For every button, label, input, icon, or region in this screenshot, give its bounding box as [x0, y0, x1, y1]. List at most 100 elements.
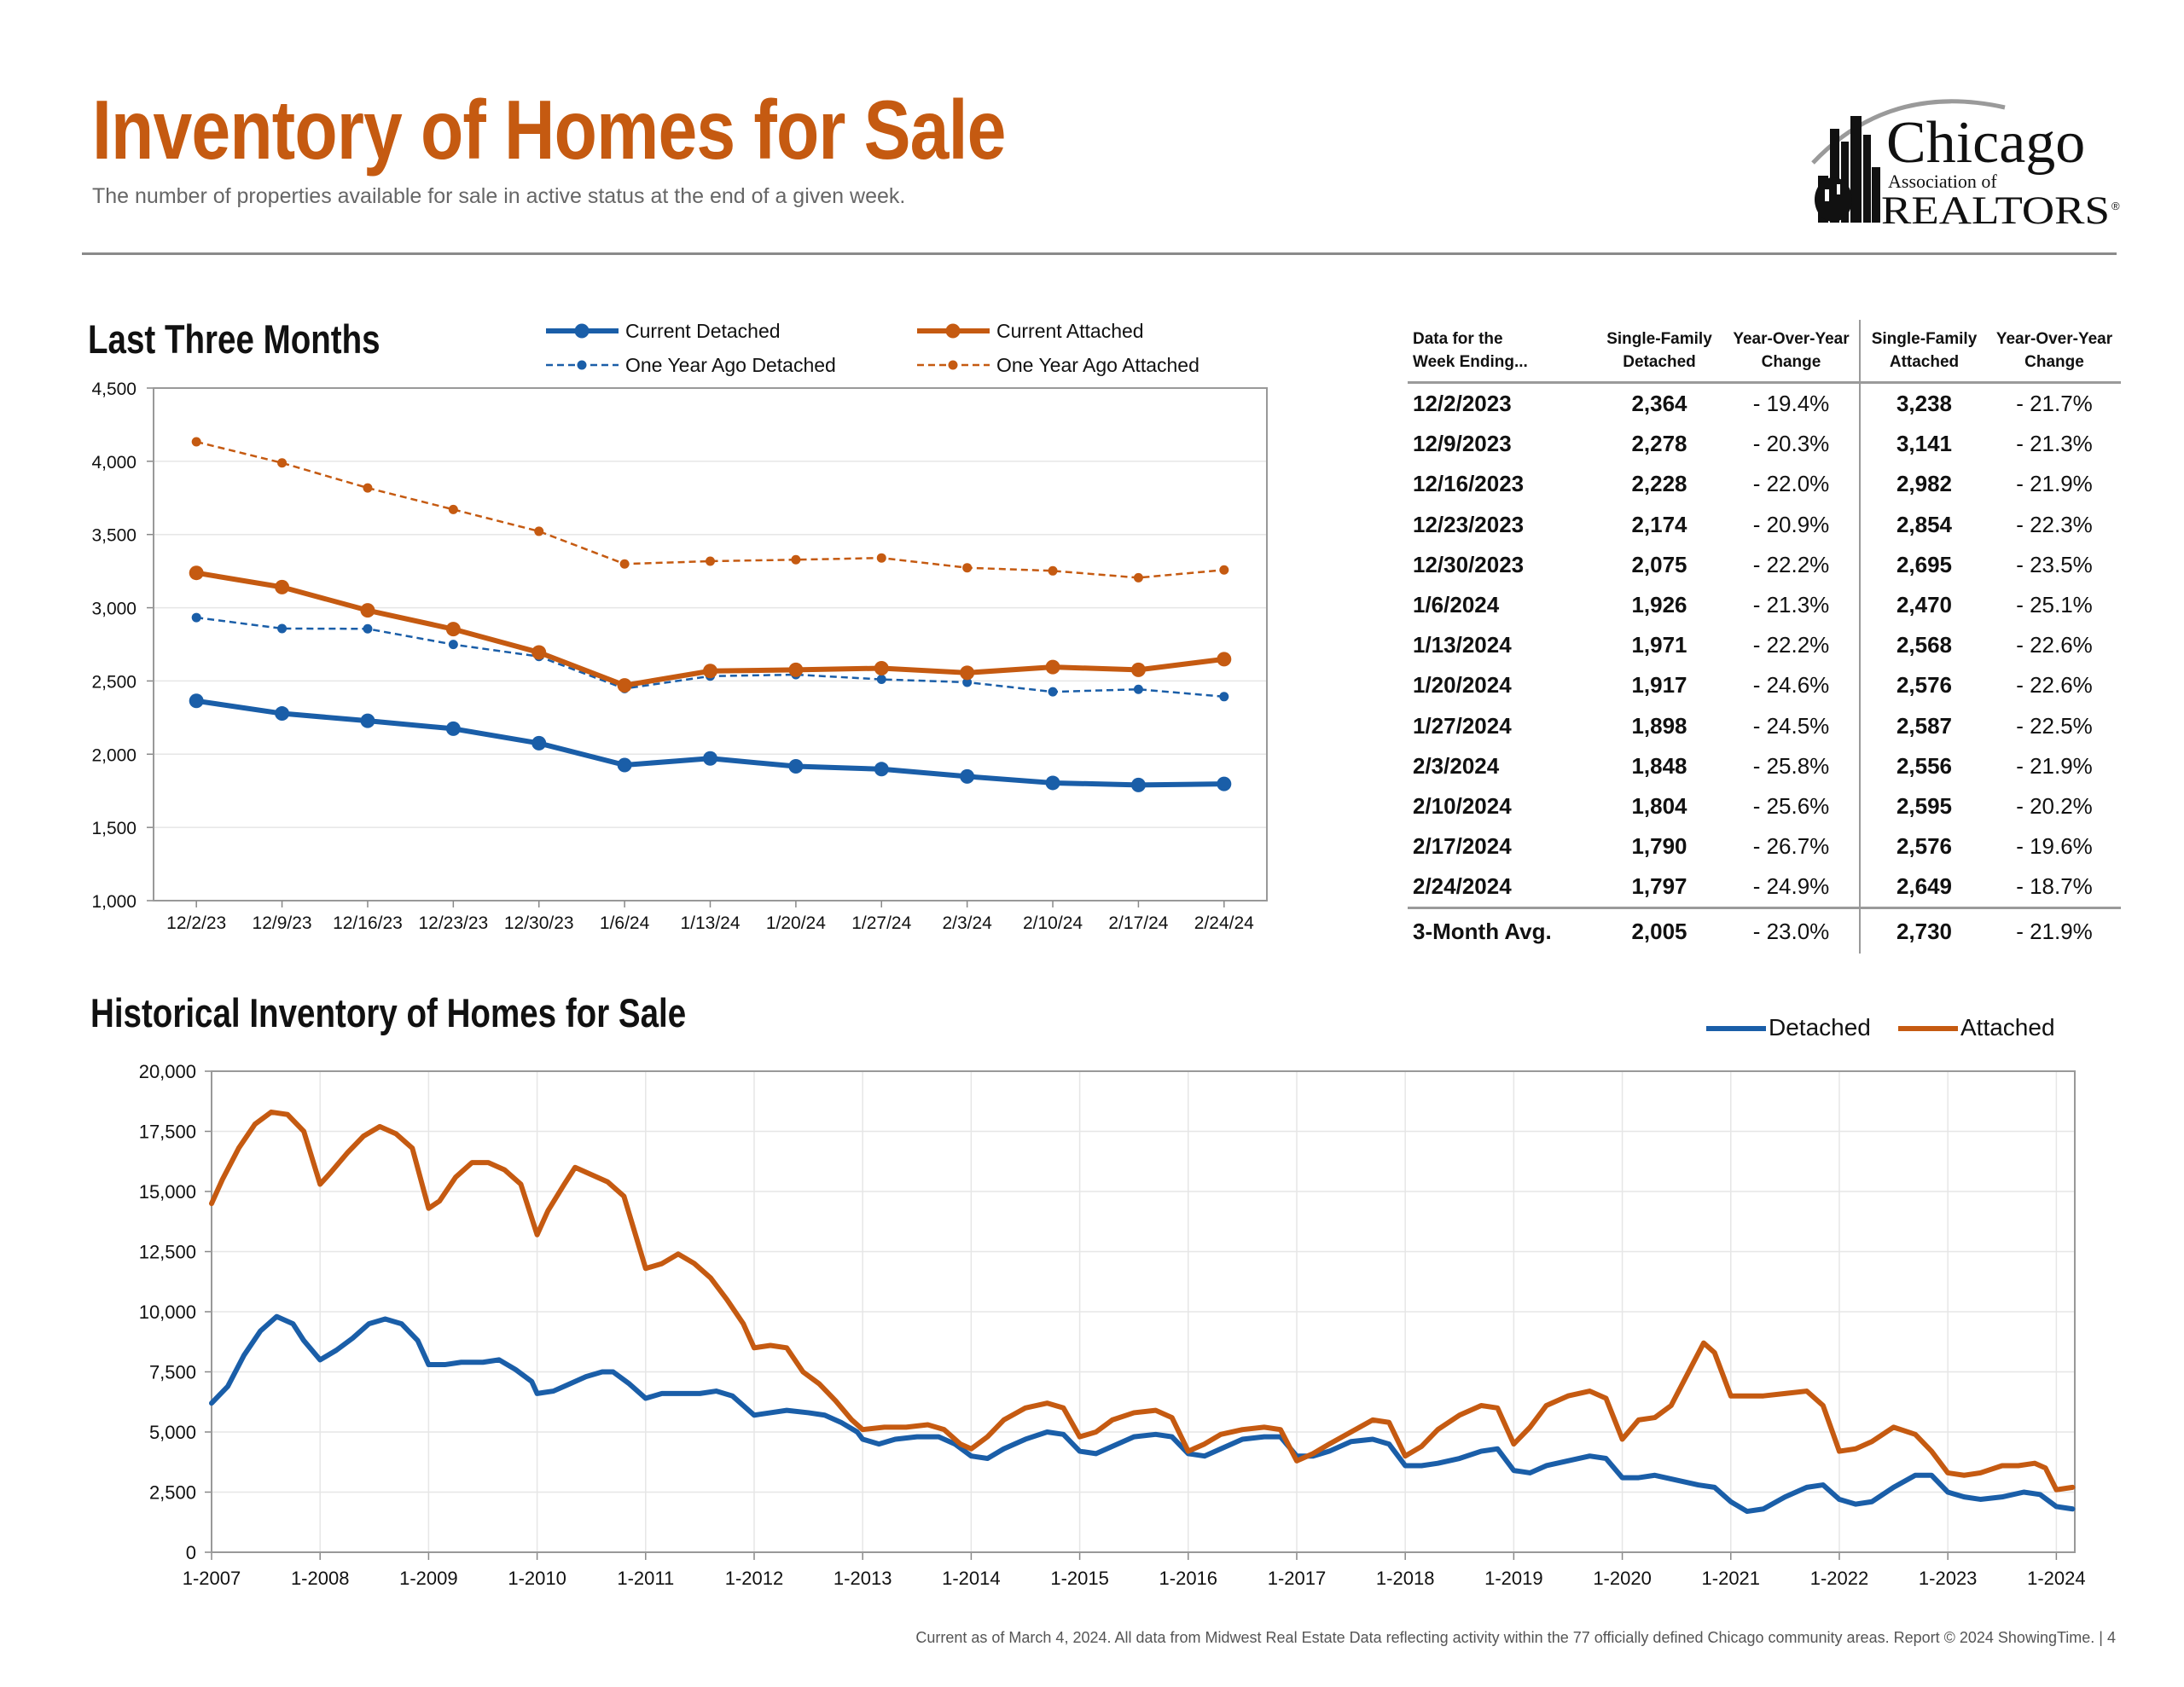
plot-area-border: [153, 387, 1268, 901]
attached-cell: 3,238: [1859, 382, 1988, 425]
data-point: [534, 526, 544, 536]
week-ending-cell: 2/3/2024: [1413, 752, 1500, 779]
logo-line-3: REALTORS: [1881, 188, 2110, 233]
detached-cell: 1,848: [1631, 752, 1687, 779]
page-title: Inventory of Homes for Sale: [92, 83, 1006, 177]
data-point: [1048, 565, 1058, 576]
attached-change-cell: - 22.6%: [2016, 632, 2093, 658]
data-point: [619, 559, 630, 569]
legend-marker: [574, 323, 590, 339]
data-point: [1217, 776, 1232, 791]
legend-label: Current Attached: [996, 320, 1144, 342]
data-point: [363, 623, 373, 634]
footer-note: Current as of March 4, 2024. All data fr…: [915, 1629, 2116, 1646]
y-tick-label: 15,000: [139, 1181, 196, 1203]
attached-cell: 2,556: [1859, 745, 1988, 786]
week-ending-cell: 12/16/2023: [1413, 471, 1525, 497]
data-point: [360, 603, 375, 618]
detached-change-cell: - 20.3%: [1752, 431, 1830, 457]
header-attached-change: Year-Over-Year Change: [1988, 320, 2121, 384]
x-tick-label: 12/9/23: [253, 913, 312, 933]
x-tick-label: 12/16/23: [333, 913, 403, 933]
x-tick-label: 1-2018: [1376, 1568, 1435, 1589]
detached-cell: 1,971: [1631, 632, 1687, 658]
week-ending-cell: 1/6/2024: [1413, 592, 1500, 618]
attached-cell: 2,649: [1859, 867, 1988, 908]
data-point: [962, 563, 973, 573]
chicago-realtors-logo: Chicago Association of REALTORS ®: [1811, 99, 2120, 233]
data-point: [448, 504, 458, 514]
data-point: [1219, 692, 1229, 702]
data-point: [874, 762, 889, 777]
attached-change-cell: - 23.5%: [2016, 551, 2093, 577]
attached-change-cell: - 19.6%: [2016, 833, 2093, 860]
y-tick-label: 4,000: [91, 453, 136, 472]
data-point: [189, 565, 204, 581]
x-tick-label: 2/3/24: [942, 913, 992, 933]
legend-marker: [577, 360, 587, 370]
three-month-line-chart: 1,000 1,500 2,000 2,500 3,000 3,500 4,000 4,500…: [91, 320, 1268, 933]
data-point: [531, 645, 547, 660]
historical-line-chart: 0 2,500 5,000 7,500 10,000 12,500 15,000 17,500…: [139, 1014, 2086, 1589]
data-point: [876, 675, 886, 685]
x-tick-label: 1-2019: [1484, 1568, 1543, 1589]
table-row: 1/6/2024 1,926 - 21.3% 2,470 - 25.1%: [1408, 584, 2121, 626]
detached-change-cell: - 24.6%: [1752, 672, 1830, 699]
x-tick-label: 2/17/24: [1108, 913, 1168, 933]
plot-area-border: [211, 1070, 2076, 1553]
attached-cell: 2,854: [1859, 504, 1988, 545]
table-header-row: Data for the Week Ending... Single-Family…: [1408, 320, 2121, 384]
attached-cell: 2,587: [1859, 705, 1988, 746]
detached-cell: 1,917: [1631, 672, 1687, 699]
attached-cell: 3,141: [1859, 424, 1988, 465]
detached-cell: 1,790: [1631, 833, 1687, 860]
x-tick-label: 1-2010: [508, 1568, 566, 1589]
data-point: [617, 678, 632, 693]
three-month-chart-title: Last Three Months: [88, 316, 380, 362]
detached-change-cell: - 21.3%: [1752, 592, 1830, 618]
x-tick-label: 1-2008: [291, 1568, 350, 1589]
attached-change-cell: - 21.9%: [2016, 471, 2093, 497]
week-ending-cell: 12/23/2023: [1413, 511, 1525, 537]
attached-change-cell: - 18.7%: [2016, 873, 2093, 900]
detached-change-cell: - 25.8%: [1752, 752, 1830, 779]
logo-line-1: Chicago: [1886, 110, 2085, 176]
data-point: [277, 623, 288, 634]
table-row: 12/23/2023 2,174 - 20.9% 2,854 - 22.3%: [1408, 504, 2121, 545]
data-point: [962, 677, 973, 687]
table-row: 12/9/2023 2,278 - 20.3% 3,141 - 21.3%: [1408, 424, 2121, 465]
legend-label: One Year Ago Detached: [625, 354, 836, 376]
data-point: [1048, 687, 1058, 697]
data-point: [1217, 652, 1232, 667]
detached-change-cell: - 20.9%: [1752, 511, 1830, 537]
detached-change-cell: - 24.9%: [1752, 873, 1830, 900]
table-row: 12/2/2023 2,364 - 19.4% 3,238 - 21.7%: [1408, 382, 2121, 425]
data-point: [788, 662, 804, 677]
series-line-current-detached: [195, 698, 1224, 788]
attached-cell: 2,695: [1859, 544, 1988, 585]
table-row: 12/16/2023 2,228 - 22.0% 2,982 - 21.9%: [1408, 464, 2121, 505]
attached-change-cell: - 21.7%: [2016, 391, 2093, 417]
y-tick-label: 2,500: [91, 672, 136, 692]
table-row: 2/24/2024 1,797 - 24.9% 2,649 - 18.7%: [1408, 867, 2121, 908]
data-point: [363, 483, 373, 493]
x-tick-label: 1-2013: [834, 1568, 892, 1589]
table-row: 12/30/2023 2,075 - 22.2% 2,695 - 23.5%: [1408, 544, 2121, 585]
x-tick-label: 1-2016: [1159, 1568, 1218, 1589]
legend-marker: [945, 323, 961, 339]
data-point: [277, 458, 288, 468]
detached-change-cell: - 25.6%: [1752, 792, 1830, 819]
y-tick-label: 1,500: [91, 819, 136, 838]
attached-cell: 2,568: [1859, 625, 1988, 666]
x-tick-label: 12/23/23: [418, 913, 488, 933]
detached-cell: 1,926: [1631, 592, 1687, 618]
attached-change-cell: - 22.3%: [2016, 511, 2093, 537]
data-point: [189, 693, 204, 709]
data-point: [360, 713, 375, 728]
detached-cell: 2,228: [1631, 471, 1687, 497]
table-row: 2/10/2024 1,804 - 25.6% 2,595 - 20.2%: [1408, 786, 2121, 827]
detached-change-cell: - 22.2%: [1752, 632, 1830, 658]
legend-label: One Year Ago Attached: [996, 354, 1199, 376]
series-line-attached: [209, 1109, 2076, 1493]
data-point: [960, 665, 975, 681]
